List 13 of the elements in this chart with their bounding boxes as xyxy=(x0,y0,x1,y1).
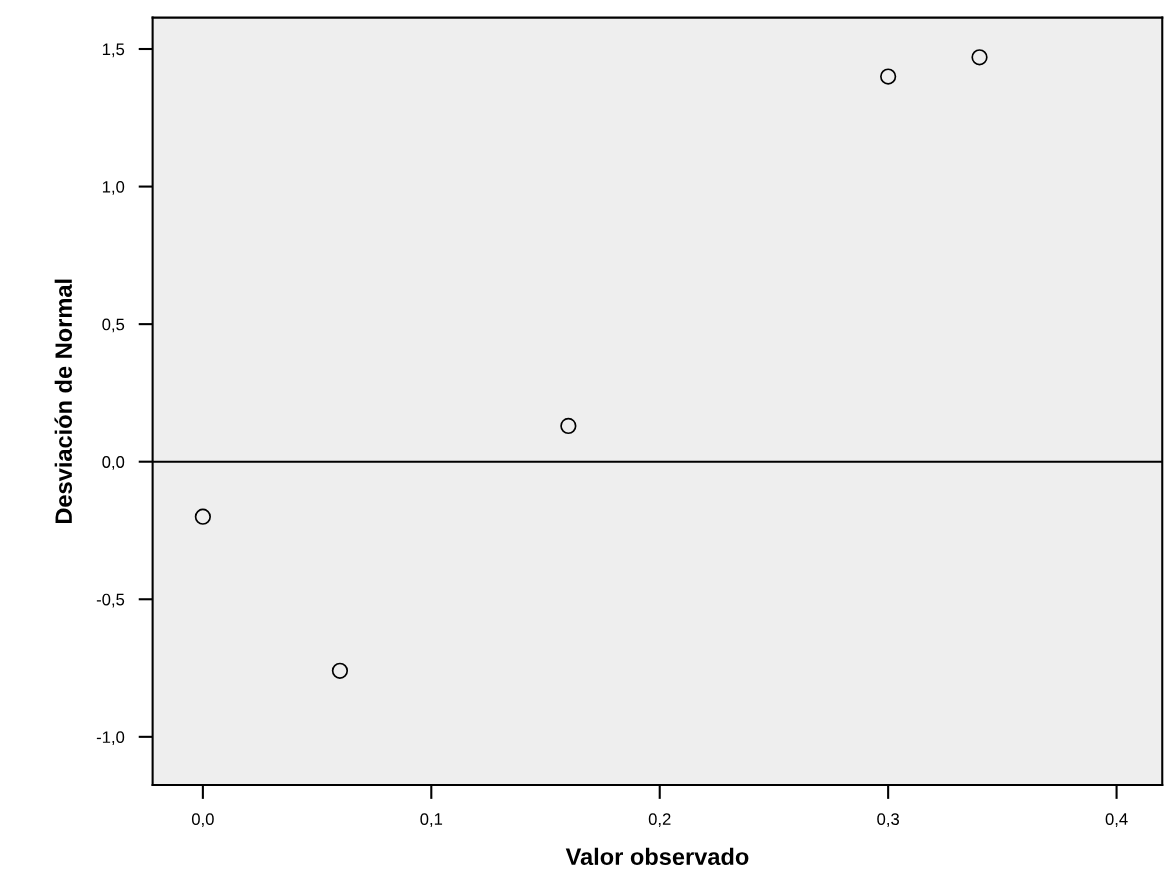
x-tick-label: 0,2 xyxy=(648,813,671,827)
y-tick-label: -0,5 xyxy=(96,593,125,608)
y-tick-label: 0,0 xyxy=(102,456,125,470)
x-tick-label: 0,0 xyxy=(191,813,214,827)
y-tick-label: 1,0 xyxy=(102,180,125,195)
y-tick-label: -1,0 xyxy=(96,731,125,745)
y-tick-label: 0,5 xyxy=(102,318,125,333)
y-axis-title: Desviación de Normal xyxy=(54,279,73,524)
x-axis-title: Valor observado xyxy=(565,847,749,866)
x-tick-label: 0,4 xyxy=(1105,813,1128,827)
y-tick-label: 1,5 xyxy=(102,43,125,58)
x-tick-label: 0,1 xyxy=(420,813,443,827)
x-tick-label: 0,3 xyxy=(877,813,899,827)
